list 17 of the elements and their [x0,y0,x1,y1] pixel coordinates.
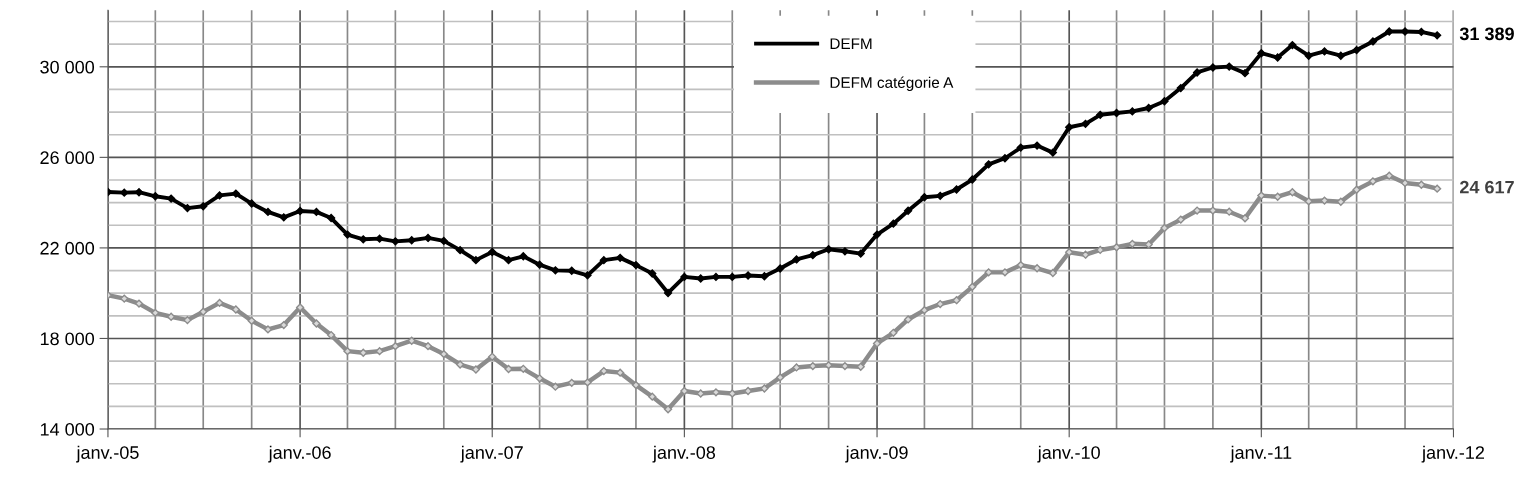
legend-label: DEFM [830,38,872,49]
y-tick-label: 30 000 [40,60,95,74]
x-tick-label: janv.-07 [460,445,523,463]
x-tick-label: janv.-11 [1230,445,1292,463]
annotation: 24 617 [1460,180,1514,194]
y-tick-label: 18 000 [40,332,95,346]
legend-label: DEFM catégorie A [830,76,954,91]
y-tick-label: 22 000 [40,241,95,255]
x-tick-label: janv.-12 [1421,445,1485,463]
annotation: 31 389 [1459,27,1514,41]
y-tick-label: 14 000 [40,422,95,436]
x-tick-label: janv.-08 [652,445,716,463]
x-tick-label: janv.-06 [268,445,331,463]
x-tick-label: janv.-10 [1037,445,1100,463]
x-tick-label: janv.-09 [845,445,908,463]
y-tick-label: 26 000 [40,151,95,165]
x-tick-label: janv.-05 [76,445,139,463]
